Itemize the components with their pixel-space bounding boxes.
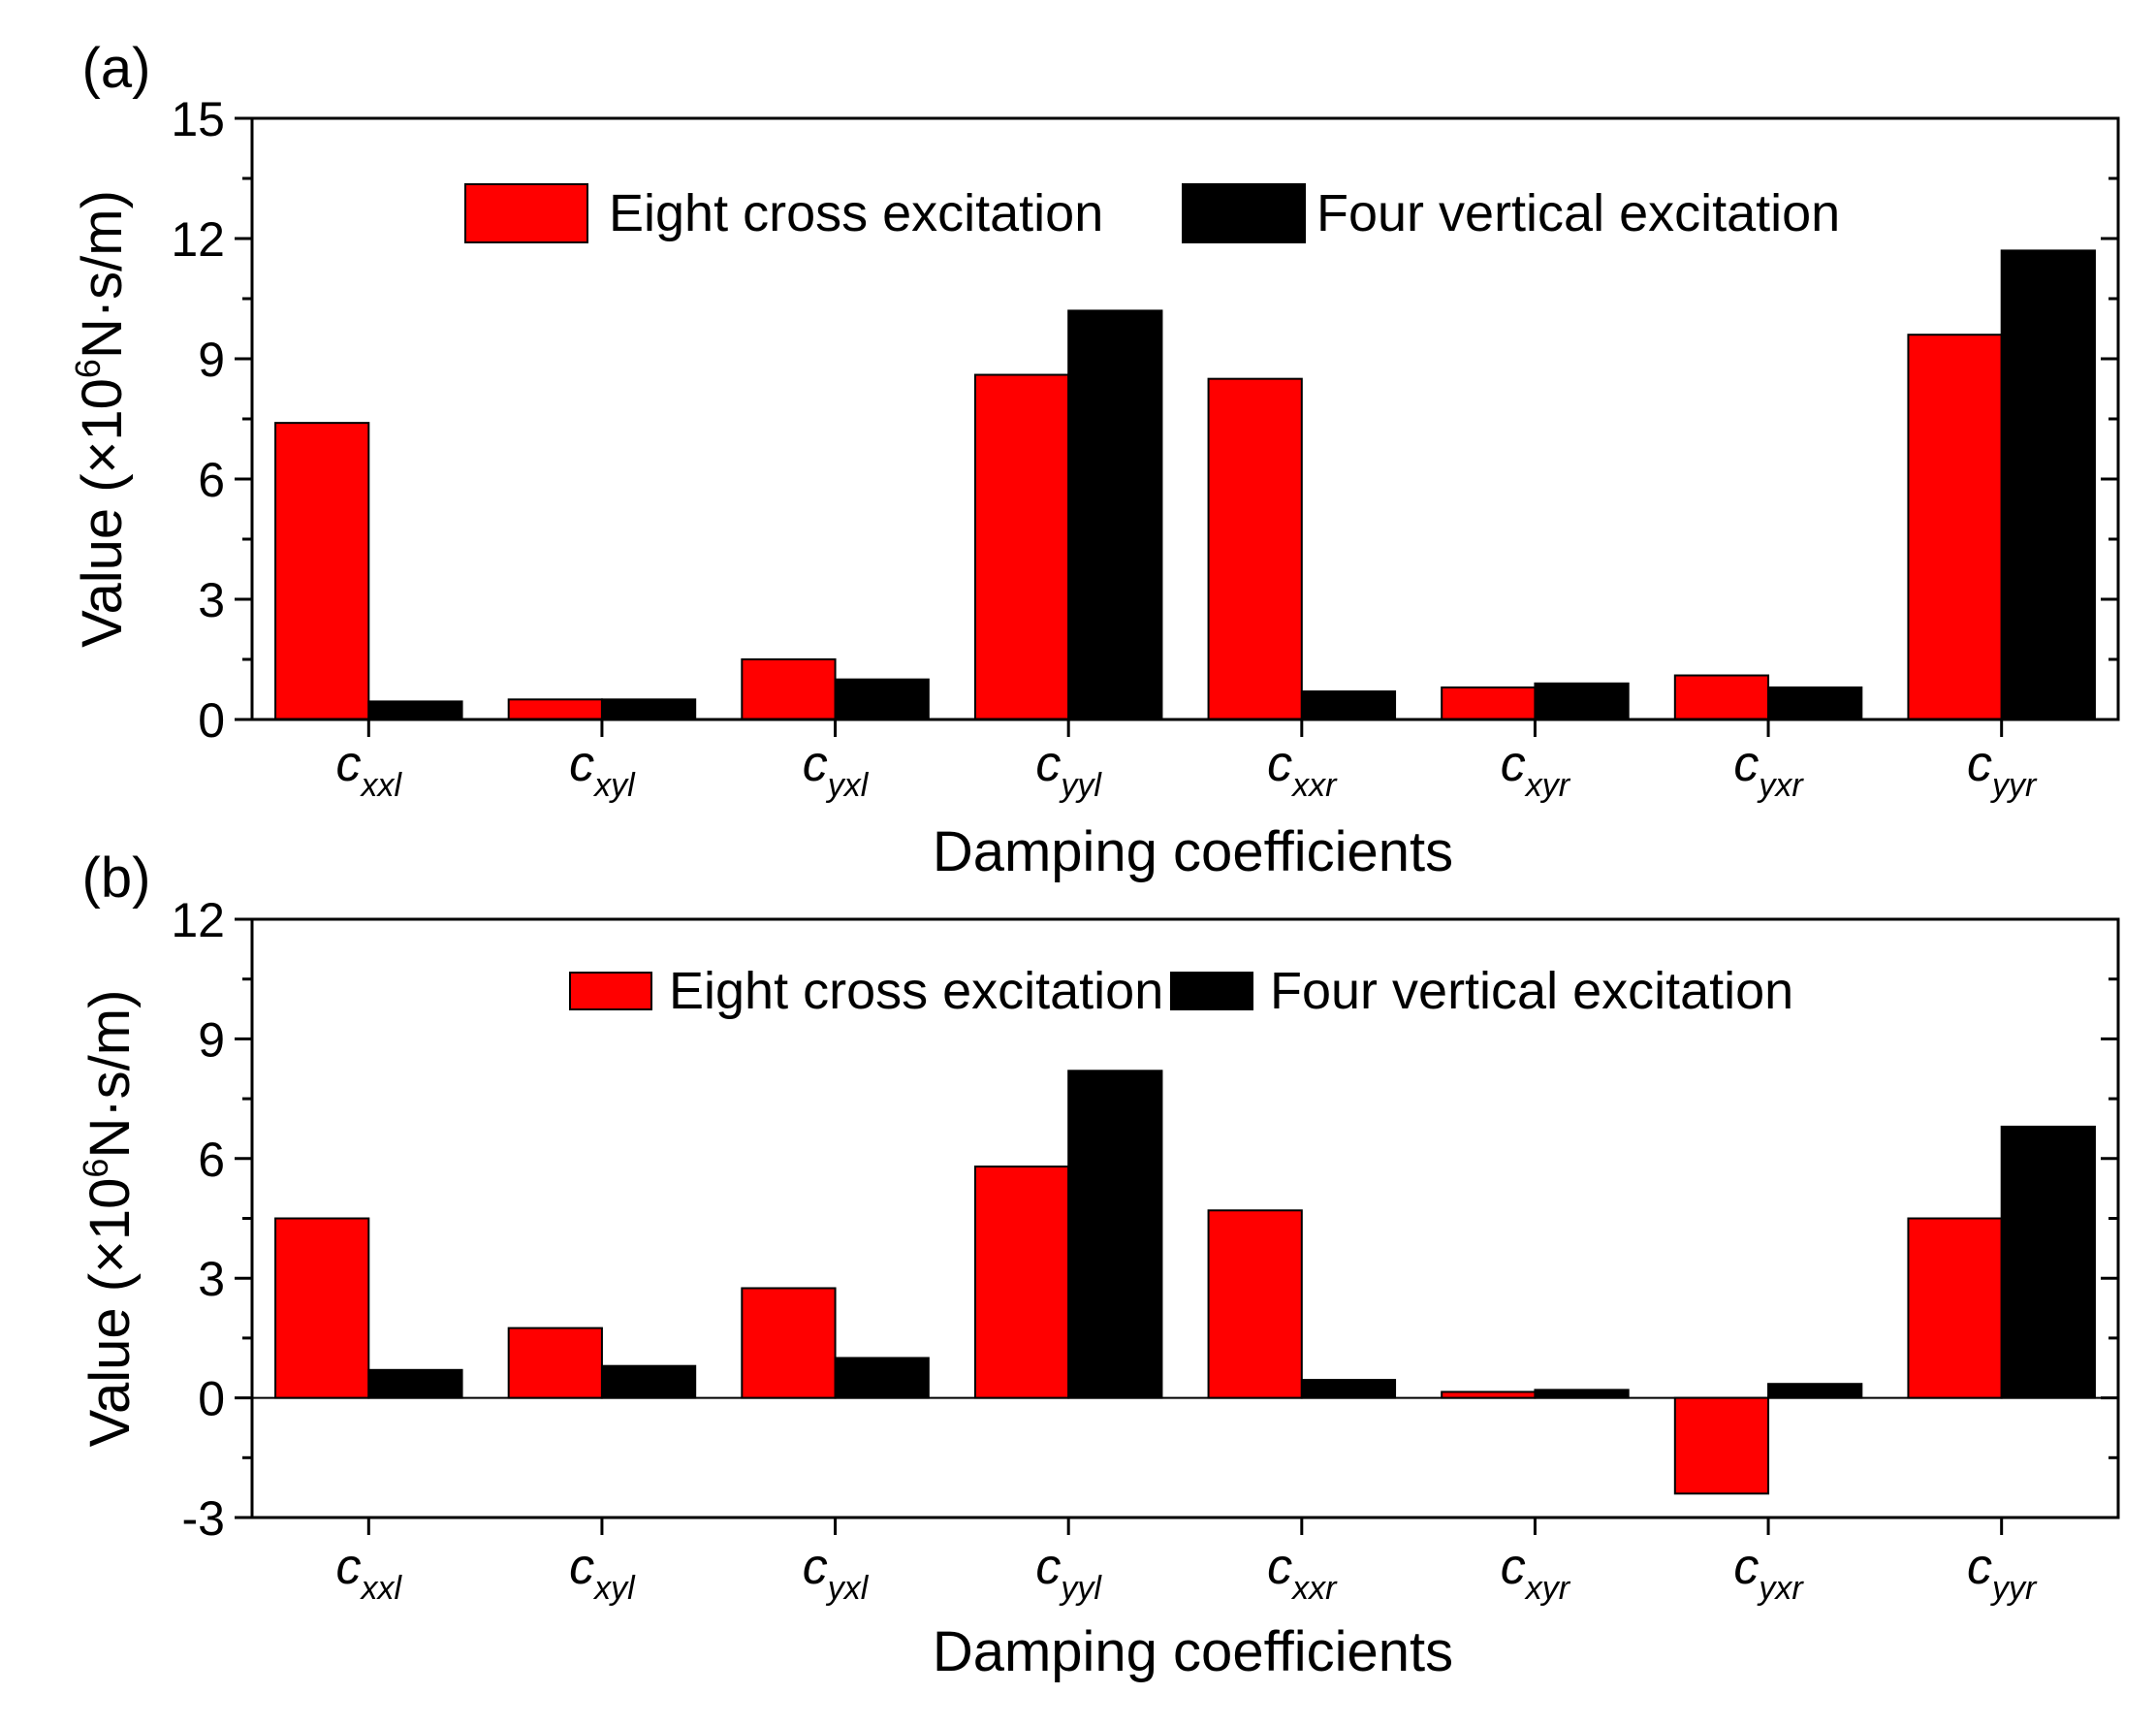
bar-four-vertical-xxl [367, 700, 463, 721]
panel-a-chart: (a) 0 3 6 9 12 15 cxxl cxyl cyxl cyyl cxxr cxyr cyxr c… [68, 37, 2120, 883]
y-tick-label: 6 [198, 453, 225, 507]
bar-four-vertical-xyl [600, 1364, 697, 1399]
y-axis-title: Value (×106N·s/m) [68, 190, 134, 648]
bar-four-vertical-yxr [1767, 686, 1863, 721]
y-tick-label: 12 [171, 893, 225, 947]
bar-four-vertical-xyr [1534, 682, 1630, 720]
bar-four-vertical-yyl [1067, 309, 1163, 720]
category-label-xxl: cxxl [336, 736, 403, 804]
bar-eight-cross-yxr [1673, 674, 1770, 720]
bar-eight-cross-xyr [1441, 686, 1537, 721]
bar-four-vertical-xxr [1300, 690, 1397, 720]
panel-label: (a) [82, 37, 151, 100]
y-tick-label: 3 [198, 1252, 225, 1306]
y-tick-label: 6 [198, 1133, 225, 1187]
bar-eight-cross-yyr [1907, 1217, 2003, 1399]
legend-swatch-eight-cross [569, 972, 652, 1010]
category-label-yyl: cyyl [1035, 736, 1102, 804]
category-label-yxl: cyxl [803, 736, 870, 804]
y-tick-label: 3 [198, 573, 225, 627]
x-axis-title: Damping coefficients [933, 820, 1453, 883]
y-tick-label: 0 [198, 693, 225, 748]
category-label-xyl: cxyl [569, 1539, 636, 1607]
bar-four-vertical-yxl [834, 678, 930, 721]
legend-swatch-four-vertical [1170, 972, 1253, 1010]
panel-label: (b) [82, 847, 151, 910]
category-label-xxl: cxxl [336, 1539, 403, 1607]
bar-eight-cross-xxr [1207, 1209, 1303, 1399]
bar-eight-cross-yyl [973, 373, 1070, 720]
bar-four-vertical-yyr [2000, 1125, 2096, 1399]
category-label-xyr: cxyr [1501, 736, 1571, 804]
y-tick-label: 9 [198, 333, 225, 387]
bar-four-vertical-yxl [834, 1357, 930, 1399]
bar-four-vertical-xyl [600, 698, 697, 720]
bar-eight-cross-xyl [507, 698, 603, 720]
y-tick-label: 0 [198, 1372, 225, 1426]
bar-four-vertical-xxr [1300, 1379, 1397, 1399]
category-label-yxr: cyxr [1733, 736, 1804, 804]
legend-label-eight-cross: Eight cross excitation [609, 184, 1103, 242]
y-tick-label: 9 [198, 1012, 225, 1067]
bar-eight-cross-xxl [274, 422, 370, 720]
bar-four-vertical-yyr [2000, 249, 2096, 720]
y-tick-label: 15 [171, 92, 225, 146]
y-axis-title: Value (×106N·s/m) [76, 990, 142, 1448]
y-tick-label: 12 [171, 212, 225, 267]
y-tick-label: -3 [182, 1491, 225, 1546]
bar-eight-cross-yxl [741, 658, 837, 720]
category-label-yyl: cyyl [1035, 1539, 1102, 1607]
bar-four-vertical-xxl [367, 1368, 463, 1399]
category-label-xyl: cxyl [569, 736, 636, 804]
legend-label-eight-cross: Eight cross excitation [669, 962, 1163, 1020]
category-label-yyr: cyyr [1967, 1539, 2038, 1607]
legend-swatch-four-vertical [1182, 183, 1306, 243]
category-label-xxr: cxxr [1267, 1539, 1338, 1607]
bar-four-vertical-yxr [1767, 1383, 1863, 1399]
panel-b-chart: (b) -3 0 3 6 9 12 cxxl cxyl cyxl cyyl cxxr cxyr cyxr c… [76, 847, 2120, 1683]
category-label-xyr: cxyr [1501, 1539, 1571, 1607]
legend-swatch-eight-cross [464, 183, 588, 243]
category-label-xxr: cxxr [1267, 736, 1338, 804]
bar-eight-cross-xyl [507, 1326, 603, 1399]
bar-eight-cross-yyl [973, 1166, 1070, 1399]
legend-label-four-vertical: Four vertical excitation [1270, 962, 1793, 1020]
category-label-yxr: cyxr [1733, 1539, 1804, 1607]
bar-eight-cross-yxl [741, 1287, 837, 1399]
bar-eight-cross-xxr [1207, 377, 1303, 720]
bar-eight-cross-xxl [274, 1217, 370, 1399]
bar-eight-cross-yxr [1673, 1396, 1770, 1495]
bar-four-vertical-xyr [1534, 1389, 1630, 1399]
x-axis-title: Damping coefficients [933, 1620, 1453, 1683]
bar-eight-cross-xyr [1441, 1390, 1537, 1399]
bar-four-vertical-yyl [1067, 1070, 1163, 1399]
legend-label-four-vertical: Four vertical excitation [1316, 184, 1840, 242]
category-label-yyr: cyyr [1967, 736, 2038, 804]
category-label-yxl: cyxl [803, 1539, 870, 1607]
bar-eight-cross-yyr [1907, 334, 2003, 720]
